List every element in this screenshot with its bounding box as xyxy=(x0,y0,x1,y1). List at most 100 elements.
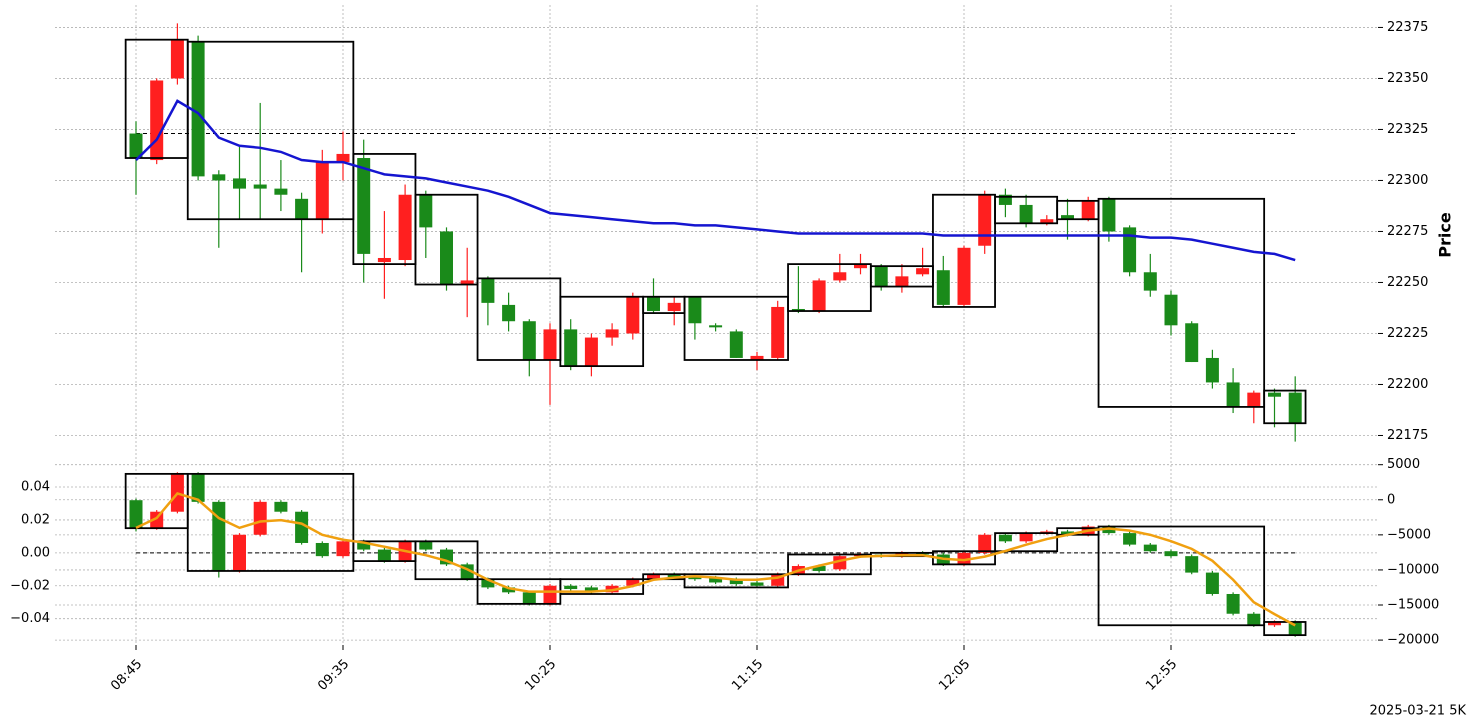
y2-tick-label: −5000 xyxy=(1387,527,1431,542)
range-box xyxy=(414,540,479,581)
y-tick-label: 0.02 xyxy=(21,512,50,527)
candle-body xyxy=(336,153,350,163)
candle-body xyxy=(667,302,681,312)
candle-body xyxy=(253,184,267,189)
range-box xyxy=(1097,197,1266,408)
candle-body xyxy=(854,264,867,269)
candle-body xyxy=(1185,556,1199,573)
candle-body xyxy=(1205,572,1219,594)
candle-body xyxy=(998,194,1012,205)
y2-tick-label: 0 xyxy=(1387,492,1395,507)
candle-body xyxy=(543,585,557,604)
candle-body xyxy=(1268,392,1281,397)
range-box xyxy=(186,472,355,572)
y-tick-label: 22250 xyxy=(1387,275,1428,290)
x-tick-label: 10:25 xyxy=(522,657,559,694)
candle-body xyxy=(1123,227,1137,273)
candle-body xyxy=(1102,526,1116,534)
candle-body xyxy=(957,552,971,565)
candle-body xyxy=(274,188,288,195)
candle-body xyxy=(212,501,226,571)
candle-body xyxy=(1143,544,1157,552)
candle-body xyxy=(957,247,971,305)
candle-body xyxy=(1247,613,1261,626)
candle-body xyxy=(1164,551,1178,557)
candle-body xyxy=(895,276,909,287)
y2-tick-label: −15000 xyxy=(1387,598,1439,613)
candle-body xyxy=(584,587,598,593)
candle-body xyxy=(833,272,847,281)
candle-body xyxy=(150,80,164,161)
y2-tick-label: 5000 xyxy=(1387,457,1420,472)
candle-body xyxy=(377,549,391,562)
candle-body xyxy=(1268,621,1281,626)
candle-body xyxy=(295,198,309,220)
candle-body xyxy=(481,278,495,303)
range-box xyxy=(1263,621,1307,637)
candle-body xyxy=(191,473,205,502)
x-tick-label: 09:35 xyxy=(315,657,352,694)
y-tick-label: −0.04 xyxy=(10,611,50,626)
candle-body xyxy=(1185,323,1199,363)
y-tick-label: 22225 xyxy=(1387,326,1428,341)
candle-body xyxy=(170,39,184,79)
candle-body xyxy=(419,194,433,228)
candle-body xyxy=(998,534,1012,542)
candle-body xyxy=(502,304,516,322)
candle-body xyxy=(1226,593,1240,614)
candle-body xyxy=(1123,533,1137,545)
range-box xyxy=(787,263,872,312)
y-tick-label: 0.04 xyxy=(21,480,50,495)
candle-body xyxy=(315,162,329,220)
y-tick-label: 22300 xyxy=(1387,173,1428,188)
x-tick-label: 12:05 xyxy=(936,657,973,694)
range-box xyxy=(559,295,645,368)
candle-body xyxy=(233,178,246,189)
candle-body xyxy=(978,194,992,246)
y-axis-label: Price xyxy=(1436,212,1455,258)
y-tick-label: 22350 xyxy=(1387,71,1428,86)
candle-body xyxy=(709,325,723,328)
candle-body xyxy=(791,308,805,312)
range-box xyxy=(932,193,996,308)
candle-body xyxy=(502,587,516,593)
candle-body xyxy=(626,579,640,586)
candle-body xyxy=(233,534,246,571)
range-box xyxy=(683,573,789,589)
range-box xyxy=(186,40,355,221)
candle-body xyxy=(1288,392,1302,424)
range-box xyxy=(1263,389,1307,425)
candle-body xyxy=(564,329,578,367)
y-tick-label: 22175 xyxy=(1387,428,1428,443)
y2-tick-label: −10000 xyxy=(1387,562,1439,577)
candle-body xyxy=(771,574,785,586)
candle-body xyxy=(936,270,950,305)
candle-body xyxy=(377,257,391,263)
candle-body xyxy=(129,500,143,529)
candle-body xyxy=(129,133,143,159)
candle-body xyxy=(357,158,371,254)
y-tick-label: 0.00 xyxy=(21,545,50,560)
y-tick-label: 22325 xyxy=(1387,122,1428,137)
candle-body xyxy=(771,306,785,358)
candle-body xyxy=(729,331,743,358)
candle-body xyxy=(315,542,329,557)
candle-body xyxy=(1019,204,1033,224)
candle-body xyxy=(481,579,495,588)
candle-body xyxy=(916,268,930,275)
candle-body xyxy=(1081,200,1095,220)
candle-body xyxy=(1102,198,1116,232)
candle-body xyxy=(812,280,826,312)
candle-body xyxy=(419,541,433,550)
line-series xyxy=(135,99,1296,262)
candle-body xyxy=(978,534,992,553)
candle-body xyxy=(1143,272,1157,291)
candle-body xyxy=(584,337,598,367)
x-tick-label: 12:55 xyxy=(1143,657,1180,694)
candle-body xyxy=(667,574,681,578)
candle-body xyxy=(460,280,474,285)
y-tick-label: 22275 xyxy=(1387,224,1428,239)
candle-body xyxy=(543,329,557,360)
candle-body xyxy=(398,194,412,261)
range-box xyxy=(683,295,789,361)
